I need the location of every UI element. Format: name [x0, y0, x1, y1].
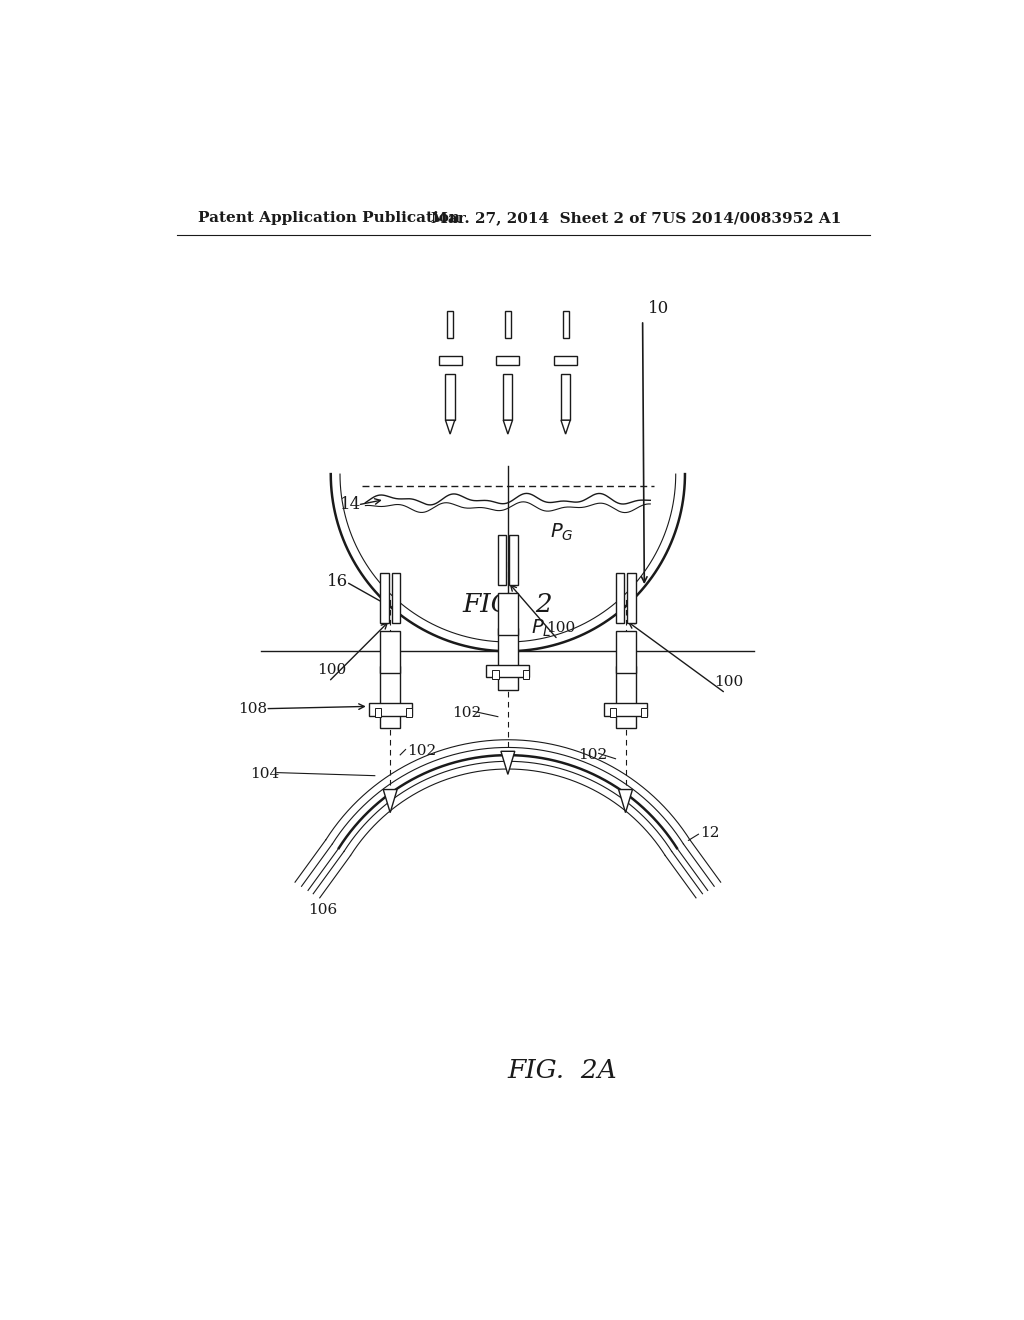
- Bar: [380, 631, 400, 673]
- Bar: [380, 573, 389, 623]
- Bar: [641, 708, 647, 717]
- Bar: [615, 667, 636, 727]
- Bar: [380, 667, 400, 727]
- Polygon shape: [618, 789, 633, 813]
- Bar: [604, 704, 647, 715]
- Text: 102: 102: [578, 748, 607, 762]
- Text: 108: 108: [239, 702, 267, 715]
- Bar: [486, 665, 529, 677]
- Bar: [523, 669, 529, 678]
- Text: Patent Application Publication: Patent Application Publication: [199, 211, 461, 226]
- Text: Mar. 27, 2014  Sheet 2 of 7: Mar. 27, 2014 Sheet 2 of 7: [431, 211, 662, 226]
- Polygon shape: [445, 420, 455, 434]
- Bar: [498, 628, 518, 689]
- Text: 10: 10: [648, 300, 670, 317]
- Bar: [562, 312, 568, 338]
- Bar: [493, 669, 499, 678]
- Bar: [438, 355, 462, 364]
- Text: 102: 102: [453, 706, 481, 719]
- Text: 14: 14: [340, 496, 361, 513]
- Text: FIG.  2: FIG. 2: [463, 593, 553, 618]
- Bar: [505, 312, 511, 338]
- Text: 12: 12: [700, 826, 720, 840]
- Bar: [554, 355, 578, 364]
- Bar: [615, 631, 636, 673]
- Bar: [497, 355, 519, 364]
- Bar: [375, 708, 381, 717]
- Text: 102: 102: [408, 744, 436, 758]
- Text: 100: 100: [317, 663, 346, 677]
- Polygon shape: [503, 420, 512, 434]
- Text: $P_G$: $P_G$: [550, 521, 573, 543]
- Bar: [615, 573, 624, 623]
- Bar: [610, 708, 616, 717]
- Bar: [392, 573, 400, 623]
- Bar: [445, 374, 455, 420]
- Bar: [509, 535, 518, 585]
- Bar: [369, 704, 412, 715]
- Polygon shape: [383, 789, 397, 813]
- Polygon shape: [501, 751, 515, 775]
- Bar: [627, 573, 636, 623]
- Text: 100: 100: [714, 675, 743, 689]
- Text: 100: 100: [547, 622, 575, 635]
- Bar: [406, 708, 412, 717]
- Text: 16: 16: [327, 573, 348, 590]
- Text: $P_L$: $P_L$: [531, 618, 552, 639]
- Polygon shape: [561, 420, 570, 434]
- Bar: [498, 535, 506, 585]
- Bar: [447, 312, 454, 338]
- Text: US 2014/0083952 A1: US 2014/0083952 A1: [662, 211, 842, 226]
- Bar: [498, 593, 518, 635]
- Bar: [561, 374, 570, 420]
- Text: 104: 104: [250, 767, 280, 781]
- Text: 106: 106: [308, 903, 337, 916]
- Bar: [503, 374, 512, 420]
- Text: FIG.  2A: FIG. 2A: [507, 1059, 616, 1084]
